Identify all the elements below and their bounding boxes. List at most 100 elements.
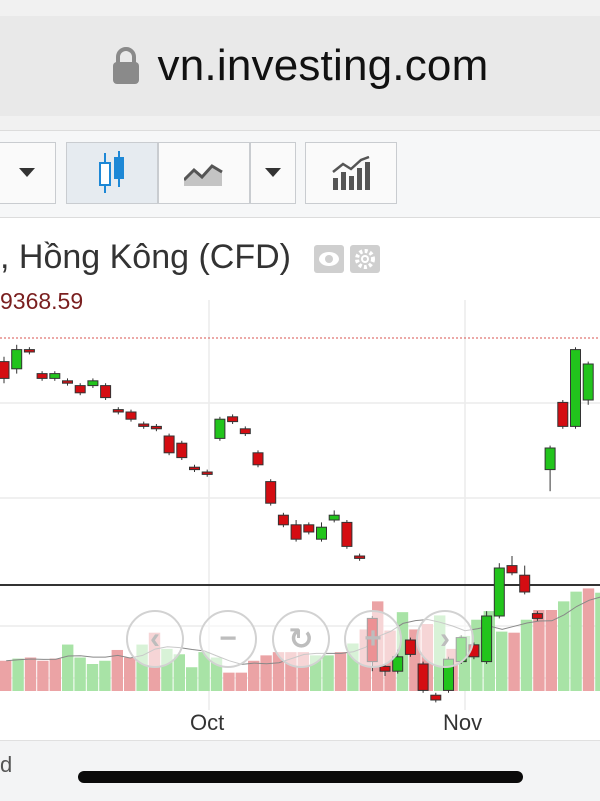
candle-body bbox=[379, 665, 391, 672]
candle bbox=[493, 563, 505, 619]
volume-bar bbox=[533, 610, 545, 691]
line-chart-icon bbox=[184, 164, 223, 186]
volume-bar bbox=[235, 672, 247, 691]
chevron-right-icon: › bbox=[440, 622, 450, 655]
volume-bar bbox=[136, 644, 148, 691]
candle bbox=[150, 424, 162, 432]
candle-body bbox=[87, 380, 99, 387]
candle-body bbox=[392, 656, 404, 672]
candle bbox=[49, 371, 61, 381]
zoom-in-icon: + bbox=[364, 622, 382, 655]
volume-bar bbox=[508, 632, 520, 691]
candle-body bbox=[189, 466, 200, 471]
candle-body bbox=[150, 425, 162, 430]
chart-title: , Hồng Kông (CFD) bbox=[0, 238, 291, 276]
candle bbox=[214, 416, 226, 441]
volume-bar bbox=[558, 601, 570, 691]
volume-bar bbox=[570, 591, 582, 691]
chart-navigation: ‹ − ↻ + › bbox=[0, 610, 600, 670]
candle-body bbox=[163, 435, 175, 454]
candle-body bbox=[214, 418, 226, 439]
candle-body bbox=[544, 447, 556, 471]
candle bbox=[557, 400, 569, 429]
candle bbox=[404, 637, 416, 657]
volume-bar bbox=[458, 635, 471, 691]
candle-body bbox=[0, 361, 10, 379]
candle bbox=[23, 347, 35, 355]
volume-bar bbox=[322, 655, 334, 691]
volume-bar bbox=[198, 652, 210, 691]
timeframe-dropdown[interactable] bbox=[0, 142, 56, 204]
reset-button[interactable]: ↻ bbox=[272, 610, 330, 668]
candle-body bbox=[328, 514, 340, 521]
volume-bar bbox=[74, 657, 86, 691]
candlestick-chart-button[interactable] bbox=[66, 142, 158, 204]
volume-bar bbox=[37, 660, 49, 691]
zoom-out-icon: − bbox=[219, 622, 237, 655]
candle-body bbox=[430, 694, 442, 701]
candle bbox=[252, 450, 264, 468]
volume-bar bbox=[582, 588, 595, 691]
candle bbox=[87, 378, 99, 388]
zoom-in-button[interactable]: + bbox=[344, 610, 402, 668]
candle bbox=[277, 512, 289, 528]
candlestick-icon bbox=[99, 151, 124, 193]
volume-bar bbox=[409, 629, 421, 691]
zoom-out-button[interactable]: − bbox=[199, 610, 257, 668]
candle-body bbox=[570, 349, 581, 427]
url-field-background[interactable] bbox=[0, 16, 600, 116]
candle-body bbox=[201, 471, 213, 475]
candle-body bbox=[36, 373, 48, 379]
pan-left-button[interactable]: ‹ bbox=[126, 610, 184, 668]
candle bbox=[303, 522, 315, 535]
candle bbox=[316, 522, 327, 542]
volume-bar bbox=[161, 648, 173, 691]
candle-body bbox=[62, 380, 73, 384]
candle bbox=[138, 421, 150, 429]
chart-title-icons bbox=[314, 243, 382, 280]
candle-body bbox=[49, 373, 61, 379]
volume-bar bbox=[0, 660, 12, 691]
volume-bar bbox=[99, 660, 111, 691]
candle bbox=[430, 692, 442, 703]
candle-body bbox=[290, 524, 302, 540]
candle bbox=[176, 440, 188, 460]
candle-body bbox=[303, 524, 315, 533]
volume-bar bbox=[24, 657, 37, 691]
candle-body bbox=[404, 639, 416, 655]
volume-bar bbox=[12, 658, 24, 691]
pan-right-button[interactable]: › bbox=[416, 610, 474, 668]
volume-bar bbox=[396, 612, 409, 691]
candle-body bbox=[417, 663, 429, 691]
candle bbox=[125, 409, 137, 422]
candle bbox=[354, 553, 366, 561]
candle bbox=[531, 611, 543, 621]
candle bbox=[11, 344, 23, 374]
bar-chart-icon bbox=[332, 156, 370, 190]
line-chart-button[interactable] bbox=[158, 142, 250, 204]
url-field[interactable]: vn.investing.com bbox=[0, 16, 600, 116]
chevron-down-icon bbox=[19, 168, 35, 177]
candle-body bbox=[112, 409, 124, 413]
candle-body bbox=[74, 385, 86, 394]
chart-type-dropdown[interactable] bbox=[250, 142, 296, 204]
candle bbox=[481, 611, 493, 664]
chart-toolbar bbox=[0, 130, 600, 218]
candle bbox=[239, 426, 251, 436]
volume-bar bbox=[595, 592, 600, 691]
candle bbox=[112, 407, 124, 415]
volume-bar bbox=[285, 652, 297, 691]
candle-body bbox=[138, 423, 150, 427]
x-axis-label-oct: Oct bbox=[190, 710, 225, 735]
volume-bar bbox=[520, 619, 533, 691]
volume-bar bbox=[62, 644, 74, 691]
bottom-panel bbox=[0, 740, 600, 801]
reset-icon: ↻ bbox=[288, 622, 314, 656]
candle-body bbox=[100, 385, 112, 399]
gear-icon[interactable] bbox=[350, 245, 380, 273]
eye-icon[interactable] bbox=[314, 245, 344, 273]
volume-bar bbox=[186, 667, 198, 691]
candle bbox=[519, 565, 531, 595]
candle bbox=[62, 378, 73, 386]
indicators-button[interactable] bbox=[305, 142, 397, 204]
